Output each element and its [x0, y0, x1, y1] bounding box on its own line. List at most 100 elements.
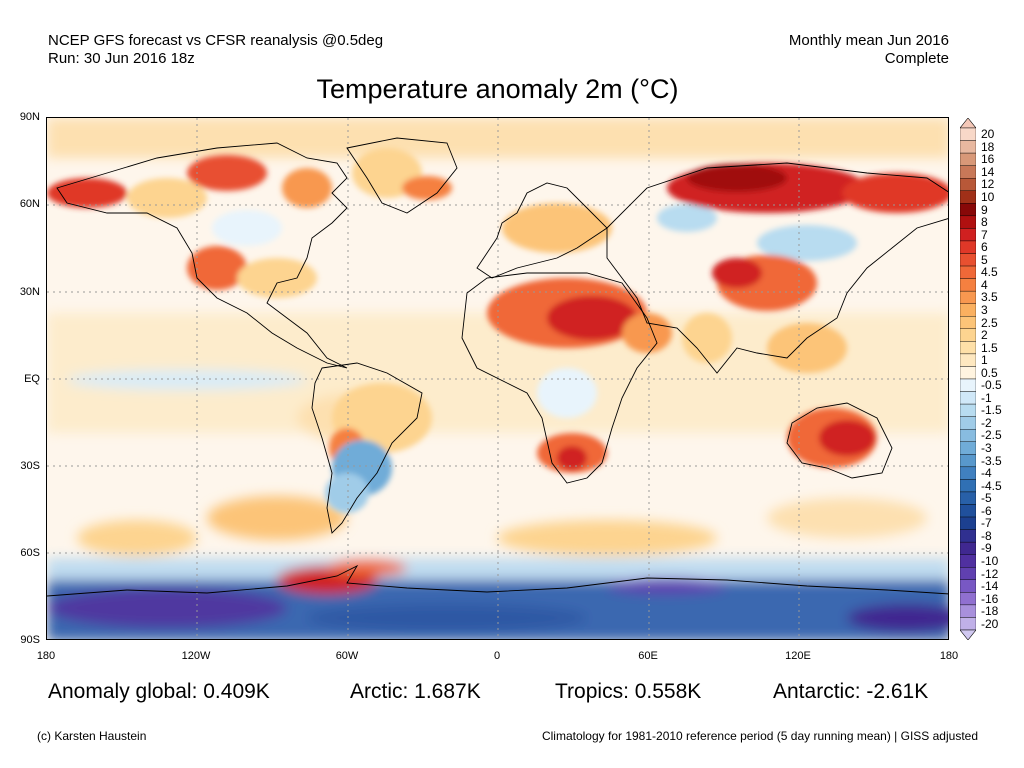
colorbar-label: 1.5 — [981, 340, 998, 355]
colorbar-label: 14 — [981, 164, 995, 179]
colorbar-swatch — [959, 416, 977, 430]
colorbar-label: 4 — [981, 277, 988, 292]
colorbar-cap-bottom — [959, 629, 977, 641]
colorbar — [959, 117, 977, 641]
colorbar-swatch — [959, 366, 977, 380]
lon-label: 0 — [493, 650, 501, 662]
colorbar-label: -2.5 — [981, 428, 1002, 443]
colorbar-label: 8 — [981, 215, 988, 230]
colorbar-label: -7 — [981, 516, 992, 531]
colorbar-swatch — [959, 541, 977, 555]
lat-label: EQ — [24, 373, 40, 385]
colorbar-label: -1 — [981, 390, 992, 405]
colorbar-swatch — [959, 215, 977, 229]
colorbar-swatch — [959, 391, 977, 405]
colorbar-label: -2 — [981, 415, 992, 430]
arctic-anomaly: Arctic: 1.687K — [350, 680, 481, 703]
colorbar-label: -8 — [981, 528, 992, 543]
colorbar-swatch — [959, 228, 977, 242]
colorbar-label: -9 — [981, 541, 992, 556]
lon-label: 60E — [638, 650, 658, 662]
colorbar-label: -14 — [981, 579, 999, 594]
colorbar-label: -1.5 — [981, 403, 1002, 418]
colorbar-label: 20 — [981, 127, 995, 142]
colorbar-label: -5 — [981, 491, 992, 506]
lat-label: 60S — [20, 547, 40, 559]
colorbar-swatch — [959, 441, 977, 455]
colorbar-label: -16 — [981, 591, 999, 606]
colorbar-swatch — [959, 504, 977, 518]
colorbar-label: 2 — [981, 328, 988, 343]
colorbar-swatch — [959, 617, 977, 631]
colorbar-swatch — [959, 466, 977, 480]
copyright: (c) Karsten Haustein — [37, 729, 147, 743]
colorbar-label: -20 — [981, 616, 999, 631]
colorbar-label: 7 — [981, 227, 988, 242]
colorbar-label: -4.5 — [981, 478, 1002, 493]
colorbar-label: -12 — [981, 566, 999, 581]
colorbar-swatch — [959, 140, 977, 154]
lon-label: 60W — [335, 650, 359, 662]
colorbar-swatch — [959, 554, 977, 568]
map-title: Temperature anomaly 2m (°C) — [316, 74, 679, 104]
coastlines — [47, 137, 948, 597]
colorbar-swatch — [959, 454, 977, 468]
colorbar-label: 18 — [981, 139, 995, 154]
colorbar-swatch — [959, 403, 977, 417]
colorbar-swatch — [959, 127, 977, 141]
colorbar-label: 5 — [981, 252, 988, 267]
colorbar-label: 12 — [981, 177, 995, 192]
run-info: Run: 30 Jun 2016 18z — [48, 50, 195, 67]
colorbar-label: -18 — [981, 604, 999, 619]
lon-label: 180 — [939, 650, 959, 662]
colorbar-swatch — [959, 429, 977, 442]
colorbar-label: 3.5 — [981, 290, 998, 305]
colorbar-label: 4.5 — [981, 265, 998, 280]
colorbar-label: -3.5 — [981, 453, 1002, 468]
colorbar-swatch — [959, 328, 977, 342]
colorbar-swatch — [959, 303, 977, 317]
lon-label: 120E — [785, 650, 811, 662]
climatology-note: Climatology for 1981-2010 reference peri… — [541, 729, 978, 743]
colorbar-swatch — [959, 378, 977, 392]
colorbar-label: 16 — [981, 152, 995, 167]
colorbar-label: 1 — [981, 353, 988, 368]
tropics-anomaly: Tropics: 0.558K — [555, 680, 702, 703]
lat-label: 60N — [19, 198, 40, 210]
model-info: NCEP GFS forecast vs CFSR reanalysis @0.… — [48, 32, 384, 49]
colorbar-swatches — [959, 117, 977, 641]
lat-label: 90N — [19, 111, 40, 123]
colorbar-swatch — [959, 529, 977, 543]
colorbar-swatch — [959, 203, 977, 217]
colorbar-swatch — [959, 479, 977, 493]
colorbar-cap-top — [959, 117, 977, 129]
period-info: Monthly mean Jun 2016 — [788, 32, 949, 49]
colorbar-label: -3 — [981, 441, 992, 456]
colorbar-label: 10 — [981, 190, 995, 205]
colorbar-label: 0.5 — [981, 365, 998, 380]
colorbar-swatch — [959, 567, 977, 581]
colorbar-label: -4 — [981, 466, 992, 481]
colorbar-swatch — [959, 240, 977, 254]
antarctic-anomaly: Antarctic: -2.61K — [773, 680, 929, 703]
colorbar-label: 6 — [981, 240, 988, 255]
lon-label: 180 — [36, 650, 56, 662]
colorbar-swatch — [959, 353, 977, 367]
colorbar-swatch — [959, 290, 977, 304]
colorbar-label: 3 — [981, 302, 988, 317]
colorbar-swatch — [959, 516, 977, 530]
colorbar-label: 9 — [981, 202, 988, 217]
colorbar-swatch — [959, 491, 977, 505]
anomaly-map — [46, 117, 949, 640]
colorbar-swatch — [959, 341, 977, 355]
status-info: Complete — [884, 50, 949, 67]
colorbar-swatch — [959, 592, 977, 606]
lat-label: 30N — [19, 286, 40, 298]
lon-label: 120W — [181, 650, 211, 662]
colorbar-label: 2.5 — [981, 315, 998, 330]
colorbar-swatch — [959, 265, 977, 279]
anomaly-field — [47, 118, 948, 639]
colorbar-swatch — [959, 604, 977, 618]
colorbar-label: -10 — [981, 553, 999, 568]
global-anomaly: Anomaly global: 0.409K — [48, 680, 270, 703]
